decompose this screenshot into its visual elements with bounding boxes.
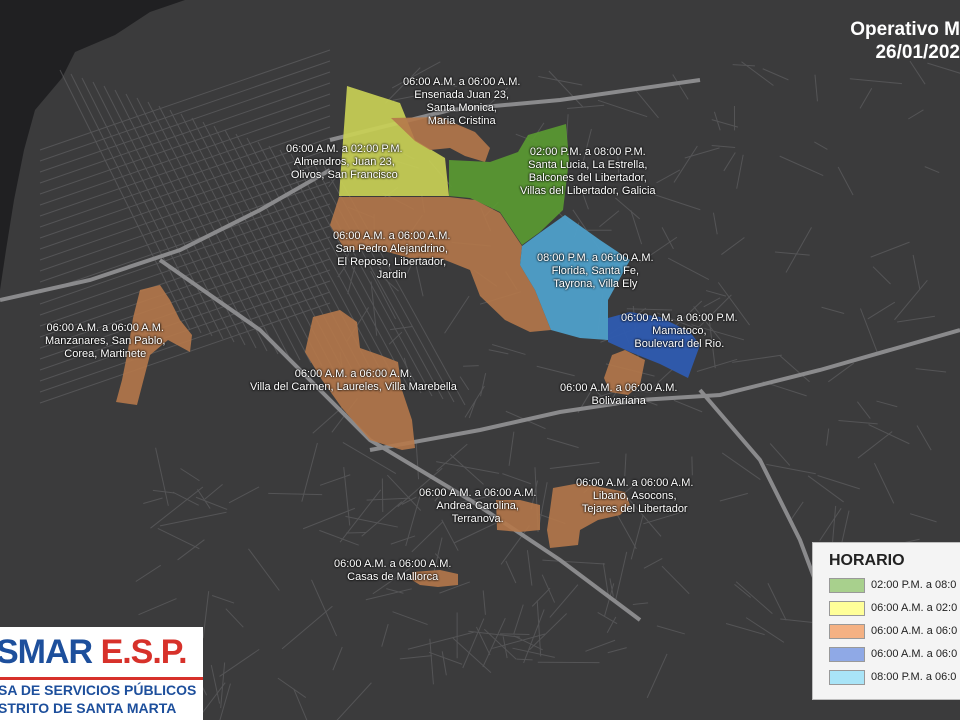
label-almendros-schedule: 06:00 A.M. a 02:00 P.M. — [286, 143, 403, 155]
legend-label: 06:00 A.M. a 06:0 — [871, 625, 958, 637]
legend-item: 06:00 A.M. a 06:0 — [829, 647, 960, 664]
label-manzanares: 06:00 A.M. a 06:00 A.M. Manzanares, San … — [45, 322, 165, 361]
logo-word-red: E.S.P. — [100, 633, 188, 671]
zone-almendros[interactable] — [339, 86, 449, 196]
label-san-pedro-line: El Reposo, Libertador, — [337, 256, 447, 268]
label-casas-de-mallorca-schedule: 06:00 A.M. a 06:00 A.M. — [334, 558, 452, 570]
street-network — [39, 49, 960, 720]
label-ensenada-schedule: 06:00 A.M. a 06:00 A.M. — [403, 76, 521, 88]
legend-label: 08:00 P.M. a 06:0 — [871, 671, 957, 683]
label-santa-lucia-line: Santa Lucia, La Estrella, — [528, 159, 648, 171]
legend-item: 06:00 A.M. a 06:0 — [829, 624, 960, 641]
label-manzanares-line: Manzanares, San Pablo, — [45, 335, 166, 347]
title-line-1: Operativo M — [850, 19, 960, 40]
label-manzanares-line: Corea, Martinete — [64, 348, 147, 360]
zone-bolivariana[interactable] — [604, 350, 645, 395]
label-san-pedro-line: Jardin — [376, 269, 407, 281]
label-santa-lucia-line: Villas del Libertador, Galicia — [520, 185, 656, 197]
legend-label: 02:00 P.M. a 08:0 — [871, 579, 957, 591]
zone-florida[interactable] — [520, 215, 630, 340]
zone-santa-lucia[interactable] — [449, 124, 569, 245]
label-mamatoco-schedule: 06:00 A.M. a 06:00 P.M. — [621, 312, 738, 324]
label-andrea-carolina: 06:00 A.M. a 06:00 A.M. Andrea Carolina,… — [419, 487, 536, 526]
zone-manzanares[interactable] — [116, 285, 192, 405]
zone-villa-del-carmen[interactable] — [305, 310, 415, 450]
label-mamatoco-line: Mamatoco, — [652, 325, 707, 337]
label-andrea-carolina-line: Andrea Carolina, — [436, 500, 519, 512]
legend-label: 06:00 A.M. a 02:0 — [871, 602, 958, 614]
label-florida-line: Tayrona, Villa Ely — [553, 278, 638, 290]
zone-mamatoco[interactable] — [608, 312, 700, 378]
label-san-pedro-line: San Pedro Alejandrino, — [335, 243, 448, 255]
zone-ensenada[interactable] — [391, 117, 490, 162]
label-san-pedro-schedule: 06:00 A.M. a 06:00 A.M. — [333, 230, 451, 242]
essmar-logo: SMAR E.S.P. SA DE SERVICIOS PÚBLICOS STR… — [0, 627, 203, 720]
label-bolivariana-line: Bolivariana — [591, 395, 646, 407]
label-bolivariana: 06:00 A.M. a 06:00 A.M. Bolivariana — [560, 382, 677, 408]
label-villa-del-carmen: 06:00 A.M. a 06:00 A.M. Villa del Carmen… — [250, 368, 457, 394]
label-santa-lucia-schedule: 02:00 P.M. a 08:00 P.M. — [529, 146, 646, 158]
legend-swatch — [829, 647, 865, 662]
legend-label: 06:00 A.M. a 06:0 — [871, 648, 958, 660]
legend-item: 02:00 P.M. a 08:0 — [829, 578, 960, 595]
label-villa-del-carmen-line: Villa del Carmen, Laureles, Villa Marebe… — [250, 381, 457, 393]
label-almendros: 06:00 A.M. a 02:00 P.M. Almendros, Juan … — [286, 143, 403, 182]
label-libano-schedule: 06:00 A.M. a 06:00 A.M. — [576, 477, 694, 489]
label-santa-lucia: 02:00 P.M. a 08:00 P.M. Santa Lucia, La … — [520, 146, 656, 198]
label-mamatoco-line: Boulevard del Rio. — [634, 338, 725, 350]
label-casas-de-mallorca: 06:00 A.M. a 06:00 A.M. Casas de Mallorc… — [334, 558, 451, 584]
label-ensenada: 06:00 A.M. a 06:00 A.M. Ensenada Juan 23… — [403, 76, 520, 128]
zone-casas-de-mallorca[interactable] — [412, 570, 458, 587]
map-title: Operativo M 26/01/202 — [820, 18, 960, 64]
logo-wordmark: SMAR E.S.P. — [0, 633, 188, 672]
label-libano-line: Tejares del Libertador — [581, 503, 688, 515]
label-andrea-carolina-line: Terranova. — [451, 513, 504, 525]
label-casas-de-mallorca-line: Casas de Mallorca — [347, 571, 439, 583]
zone-san-pedro[interactable] — [330, 197, 551, 332]
zones — [116, 86, 700, 587]
legend-title: HORARIO — [829, 552, 905, 569]
label-andrea-carolina-schedule: 06:00 A.M. a 06:00 A.M. — [419, 487, 537, 499]
label-florida: 08:00 P.M. a 06:00 A.M. Florida, Santa F… — [537, 252, 654, 291]
label-villa-del-carmen-schedule: 06:00 A.M. a 06:00 A.M. — [294, 368, 413, 380]
logo-subtitle-2: STRITO DE SANTA MARTA — [0, 700, 177, 716]
legend-swatch — [829, 670, 865, 685]
legend-swatch — [829, 624, 865, 639]
legend-swatch — [829, 578, 865, 593]
zone-andrea-carolina[interactable] — [496, 500, 540, 532]
legend-item: 08:00 P.M. a 06:0 — [829, 670, 960, 687]
label-ensenada-line: Ensenada Juan 23, — [414, 89, 510, 101]
sea-area — [0, 0, 185, 290]
legend-item: 06:00 A.M. a 02:0 — [829, 601, 960, 618]
label-manzanares-schedule: 06:00 A.M. a 06:00 A.M. — [46, 322, 164, 334]
label-libano: 06:00 A.M. a 06:00 A.M. Libano, Asocons,… — [576, 477, 693, 516]
label-florida-schedule: 08:00 P.M. a 06:00 A.M. — [537, 252, 654, 264]
label-almendros-line: Almendros, Juan 23, — [293, 156, 395, 168]
label-ensenada-line: Maria Cristina — [427, 115, 496, 127]
label-san-pedro: 06:00 A.M. a 06:00 A.M. San Pedro Alejan… — [333, 230, 450, 282]
label-mamatoco: 06:00 A.M. a 06:00 P.M. Mamatoco, Boulev… — [621, 312, 738, 351]
logo-subtitle-1: SA DE SERVICIOS PÚBLICOS — [0, 682, 197, 698]
label-libano-line: Libano, Asocons, — [592, 490, 677, 502]
legend-swatch — [829, 601, 865, 616]
logo-stripe — [0, 677, 203, 680]
zone-libano[interactable] — [547, 483, 630, 548]
label-florida-line: Florida, Santa Fe, — [551, 265, 640, 277]
title-line-2: 26/01/202 — [875, 42, 960, 63]
legend-panel: HORARIO 02:00 P.M. a 08:0 06:00 A.M. a 0… — [812, 542, 960, 700]
label-bolivariana-schedule: 06:00 A.M. a 06:00 A.M. — [560, 382, 678, 394]
label-almendros-line: Olivos, San Francisco — [290, 169, 398, 181]
label-ensenada-line: Santa Monica, — [426, 102, 497, 114]
logo-word-blue: SMAR — [0, 633, 93, 671]
label-santa-lucia-line: Balcones del Libertador, — [528, 172, 647, 184]
